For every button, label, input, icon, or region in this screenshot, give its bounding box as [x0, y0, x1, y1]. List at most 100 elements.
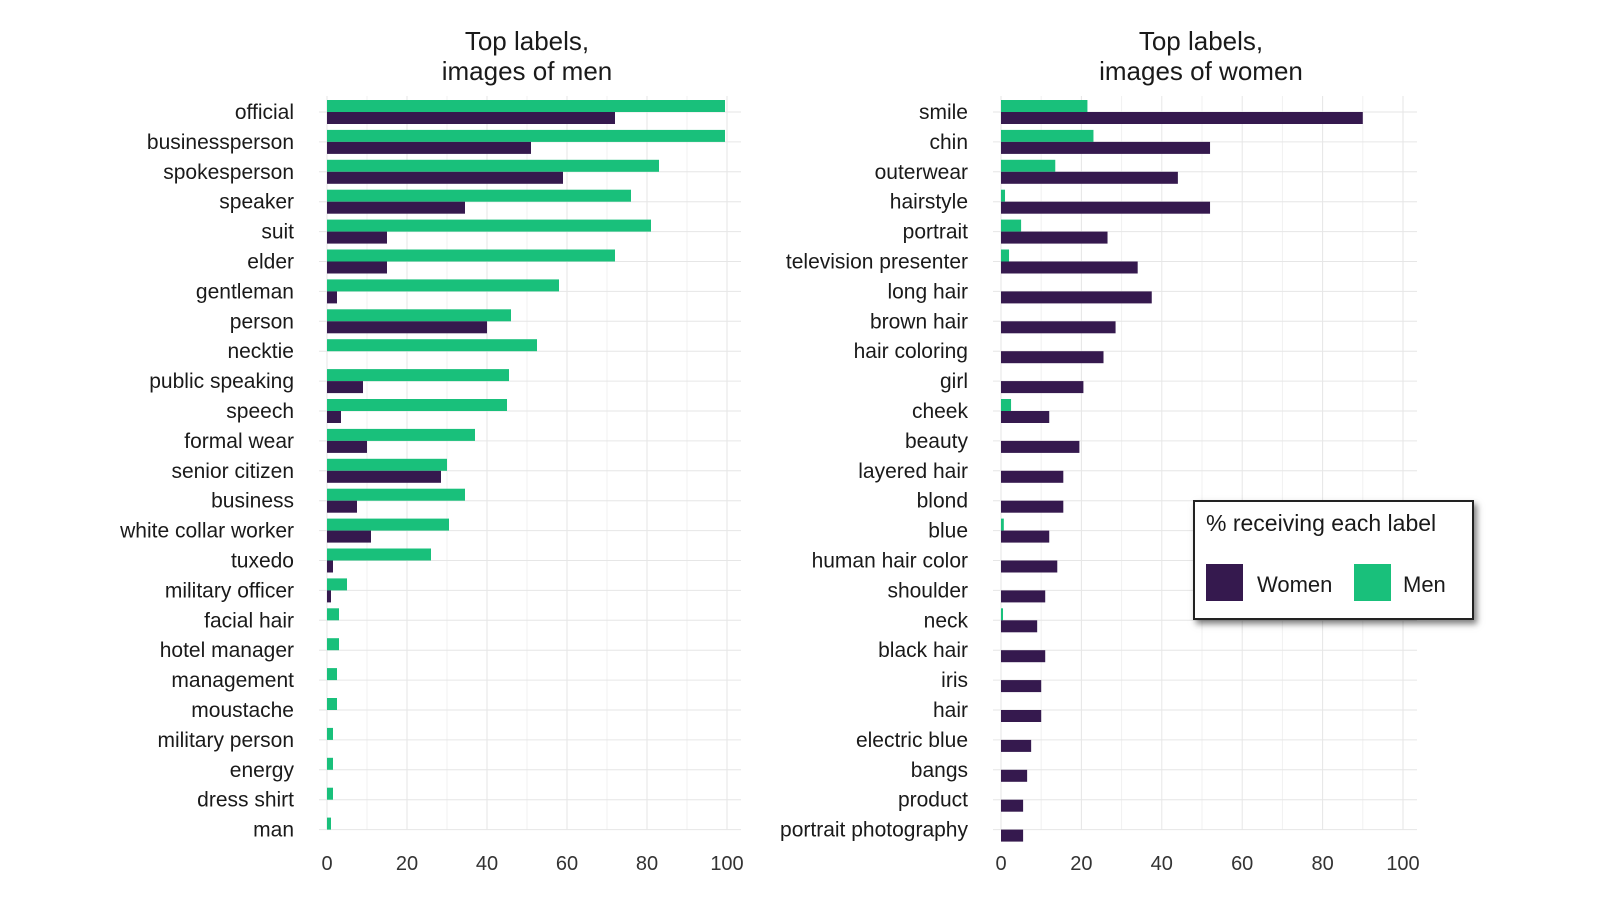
category-label: product: [898, 789, 968, 812]
x-tick-label: 100: [1386, 853, 1419, 875]
category-label: portrait photography: [780, 819, 968, 842]
bar-women: [327, 291, 337, 304]
bar-men: [327, 518, 449, 531]
category-label: outerwear: [875, 161, 968, 184]
chart-title-line-1: Top labels,: [1139, 26, 1263, 56]
bar-men: [327, 458, 447, 471]
category-label: man: [253, 819, 294, 842]
bar-women: [1001, 411, 1050, 423]
legend-label-men: Men: [1403, 572, 1446, 597]
bar-women: [1001, 799, 1024, 812]
category-label: beauty: [905, 430, 969, 453]
legend-swatch-women: [1206, 564, 1243, 601]
category-label: portrait: [903, 221, 969, 244]
category-label: elder: [247, 251, 294, 274]
bar-women: [1001, 829, 1024, 842]
bar-women: [1001, 470, 1064, 483]
category-label: neck: [924, 609, 969, 632]
bar-women: [327, 112, 615, 124]
category-label: brown hair: [870, 310, 968, 333]
category-label: black hair: [878, 639, 968, 662]
bar-women: [327, 530, 371, 543]
x-tick-label: 60: [1231, 853, 1253, 875]
legend-label-women: Women: [1257, 572, 1333, 597]
bar-men: [1001, 129, 1094, 142]
category-label: cheek: [912, 400, 969, 423]
legend-title: % receiving each label: [1206, 510, 1437, 536]
bar-men: [327, 219, 651, 232]
category-label: energy: [230, 759, 295, 782]
bar-women: [1001, 739, 1032, 752]
category-label: blond: [917, 490, 968, 513]
bar-women: [1001, 291, 1152, 304]
bar-men: [327, 189, 631, 202]
category-label: hairstyle: [890, 191, 968, 214]
category-label: spokesperson: [163, 161, 294, 184]
bar-men: [1001, 608, 1004, 621]
category-label: person: [230, 310, 294, 333]
category-label: necktie: [227, 340, 294, 363]
bar-men: [1001, 518, 1004, 531]
chart-title-line-1: Top labels,: [465, 26, 589, 56]
bar-men: [327, 698, 337, 710]
category-label: facial hair: [204, 609, 294, 632]
category-label: chin: [929, 131, 968, 154]
bar-men: [327, 428, 475, 441]
category-label: gentleman: [196, 280, 294, 303]
category-label: hair: [933, 699, 968, 722]
category-label: dress shirt: [197, 789, 294, 812]
x-tick-label: 20: [1070, 853, 1092, 875]
bar-men: [1001, 159, 1056, 172]
chart-title-line-2: images of women: [1099, 56, 1303, 86]
category-label: business: [211, 490, 294, 513]
category-label: senior citizen: [171, 460, 294, 483]
bar-women: [327, 201, 465, 214]
x-tick-label: 80: [636, 853, 658, 875]
x-tick-label: 60: [556, 853, 578, 875]
bar-women: [1001, 530, 1050, 543]
bar-men: [327, 369, 509, 382]
bar-women: [1001, 769, 1028, 782]
category-label: blue: [928, 520, 968, 543]
bar-men: [327, 668, 337, 681]
category-label: military officer: [165, 579, 294, 602]
category-label: hair coloring: [854, 340, 968, 363]
bar-men: [327, 548, 431, 561]
bar-women: [1001, 321, 1116, 334]
bar-women: [1001, 440, 1080, 453]
x-tick-label: 100: [710, 853, 743, 875]
category-label: speech: [226, 400, 294, 423]
bar-women: [327, 590, 331, 603]
category-label: official: [235, 101, 294, 124]
category-label: tuxedo: [231, 550, 294, 573]
bar-women: [327, 560, 333, 573]
bar-women: [1001, 112, 1363, 124]
x-tick-label: 0: [995, 853, 1006, 875]
category-label: formal wear: [184, 430, 294, 453]
bar-women: [327, 381, 363, 394]
bar-men: [327, 757, 333, 770]
bar-women: [1001, 590, 1046, 603]
bar-women: [327, 141, 531, 154]
bar-women: [1001, 141, 1211, 154]
bar-women: [327, 231, 387, 244]
bar-men: [327, 279, 559, 292]
bar-men: [327, 159, 659, 172]
bar-men: [327, 817, 331, 830]
bar-women: [1001, 261, 1138, 274]
category-label: moustache: [191, 699, 294, 722]
bar-men: [327, 638, 339, 651]
category-label: long hair: [887, 280, 968, 303]
bar-women: [327, 261, 387, 274]
chart-title-line-2: images of men: [442, 56, 613, 86]
category-label: suit: [261, 221, 294, 244]
bar-men: [1001, 189, 1006, 202]
category-label: television presenter: [786, 251, 968, 274]
bar-women: [1001, 650, 1046, 663]
bar-women: [1001, 231, 1108, 244]
bar-women: [1001, 171, 1178, 184]
category-label: military person: [157, 729, 294, 752]
bar-men: [1001, 219, 1022, 232]
